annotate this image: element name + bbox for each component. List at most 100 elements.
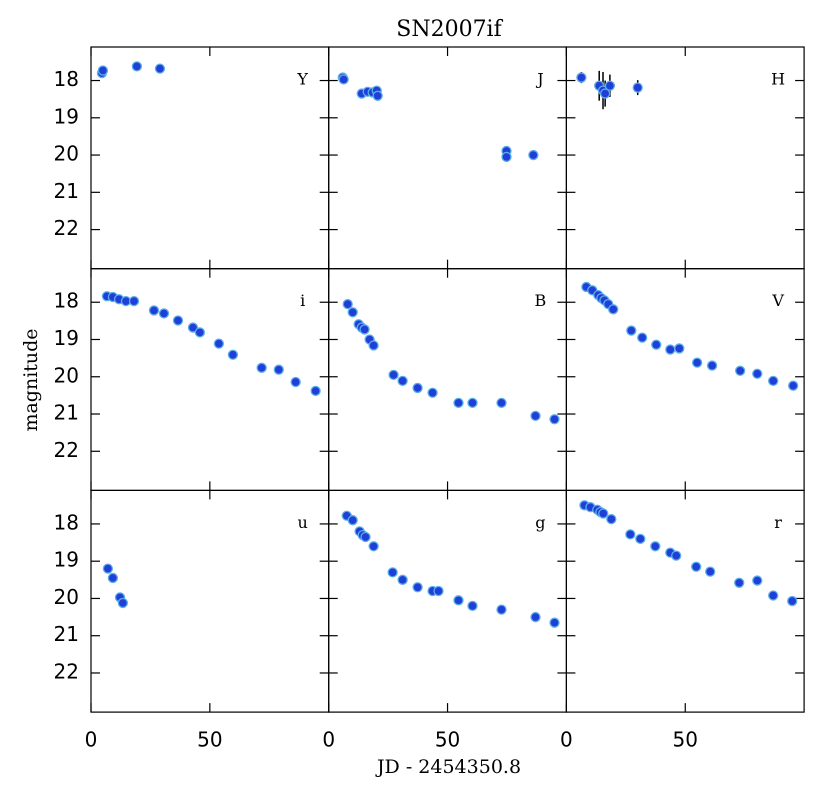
y-tick-label: 21 [54,622,79,646]
data-point [194,327,206,338]
data-point [576,72,587,83]
x-tick-label: 0 [560,728,573,752]
panel-label: V [771,291,784,310]
data-point [752,368,763,379]
data-point [788,380,799,391]
data-point [665,344,676,355]
y-tick-label: 20 [54,142,79,166]
data-point [453,595,464,606]
data-point [310,385,321,397]
data-point [651,339,662,350]
data-point [501,151,512,163]
panel-label: u [298,513,308,532]
data-point [691,357,703,368]
data-point [290,376,301,388]
data-point [608,304,619,315]
y-tick-label: 22 [54,216,79,240]
panel-frame [328,268,568,492]
data-point [342,298,353,310]
y-tick-label: 21 [54,179,79,203]
data-point [528,149,539,161]
data-point [626,325,637,336]
data-point [549,414,560,425]
data-point [187,322,199,333]
panel-frame [565,46,805,270]
data-point [347,515,358,526]
panel-frame [90,46,330,270]
data-point [158,308,170,319]
data-point [752,575,763,586]
x-tick-label: 0 [322,728,335,752]
y-tick-label: 19 [54,326,79,350]
data-point [632,82,643,93]
data-point [97,65,109,76]
data-point [427,387,438,398]
chart-title: SN2007if [396,17,503,42]
data-point [172,315,184,326]
y-tick-label: 19 [54,548,79,572]
y-axis-label: magnitude [20,328,42,431]
data-point [107,572,119,584]
data-point [412,582,423,593]
data-point [397,375,408,387]
data-point [496,397,507,408]
data-point [599,88,611,99]
data-point [227,349,239,360]
panel-label: i [300,291,305,310]
data-point [625,529,636,540]
x-tick-label: 0 [85,728,98,752]
data-point [433,585,444,597]
data-point [213,338,225,349]
data-point [705,566,716,577]
data-point [397,574,408,585]
y-tick-label: 21 [54,401,79,425]
data-point [368,541,379,552]
data-point [604,80,616,91]
data-point [338,74,349,85]
data-point [148,305,160,316]
data-point [359,324,370,335]
panel-label: Y [296,70,308,89]
x-tick-label: 50 [197,728,222,752]
data-point [549,617,560,628]
panel-frame [565,489,805,713]
data-point [496,604,507,615]
data-point [598,508,609,519]
x-tick-label: 50 [435,728,460,752]
data-point [360,531,371,543]
y-tick-label: 18 [54,510,79,534]
data-point [467,600,478,612]
data-point [117,597,129,609]
y-tick-label: 22 [54,438,79,462]
data-point [412,382,423,394]
panel-label: g [535,513,545,532]
x-tick-label: 50 [673,728,698,752]
y-tick-label: 18 [54,289,79,313]
data-point [674,343,685,354]
data-point [787,595,798,607]
data-point [387,567,398,578]
y-tick-label: 22 [54,659,79,683]
data-point [388,369,399,381]
data-point [650,541,661,552]
data-point [735,365,746,376]
data-point [606,513,617,525]
y-tick-label: 18 [54,67,79,91]
panel-label: H [771,70,785,89]
data-point [671,550,682,561]
y-tick-label: 20 [54,363,79,387]
data-point [368,340,379,351]
data-point [768,590,779,601]
data-point [347,307,358,318]
data-point [467,397,478,408]
panel-label: r [774,513,782,532]
data-point [102,563,114,574]
data-point [372,90,383,101]
y-tick-label: 20 [54,585,79,609]
data-point [635,533,646,544]
data-point [128,295,140,307]
panel-frame [328,489,568,713]
data-point [256,362,267,373]
data-point [530,611,541,623]
